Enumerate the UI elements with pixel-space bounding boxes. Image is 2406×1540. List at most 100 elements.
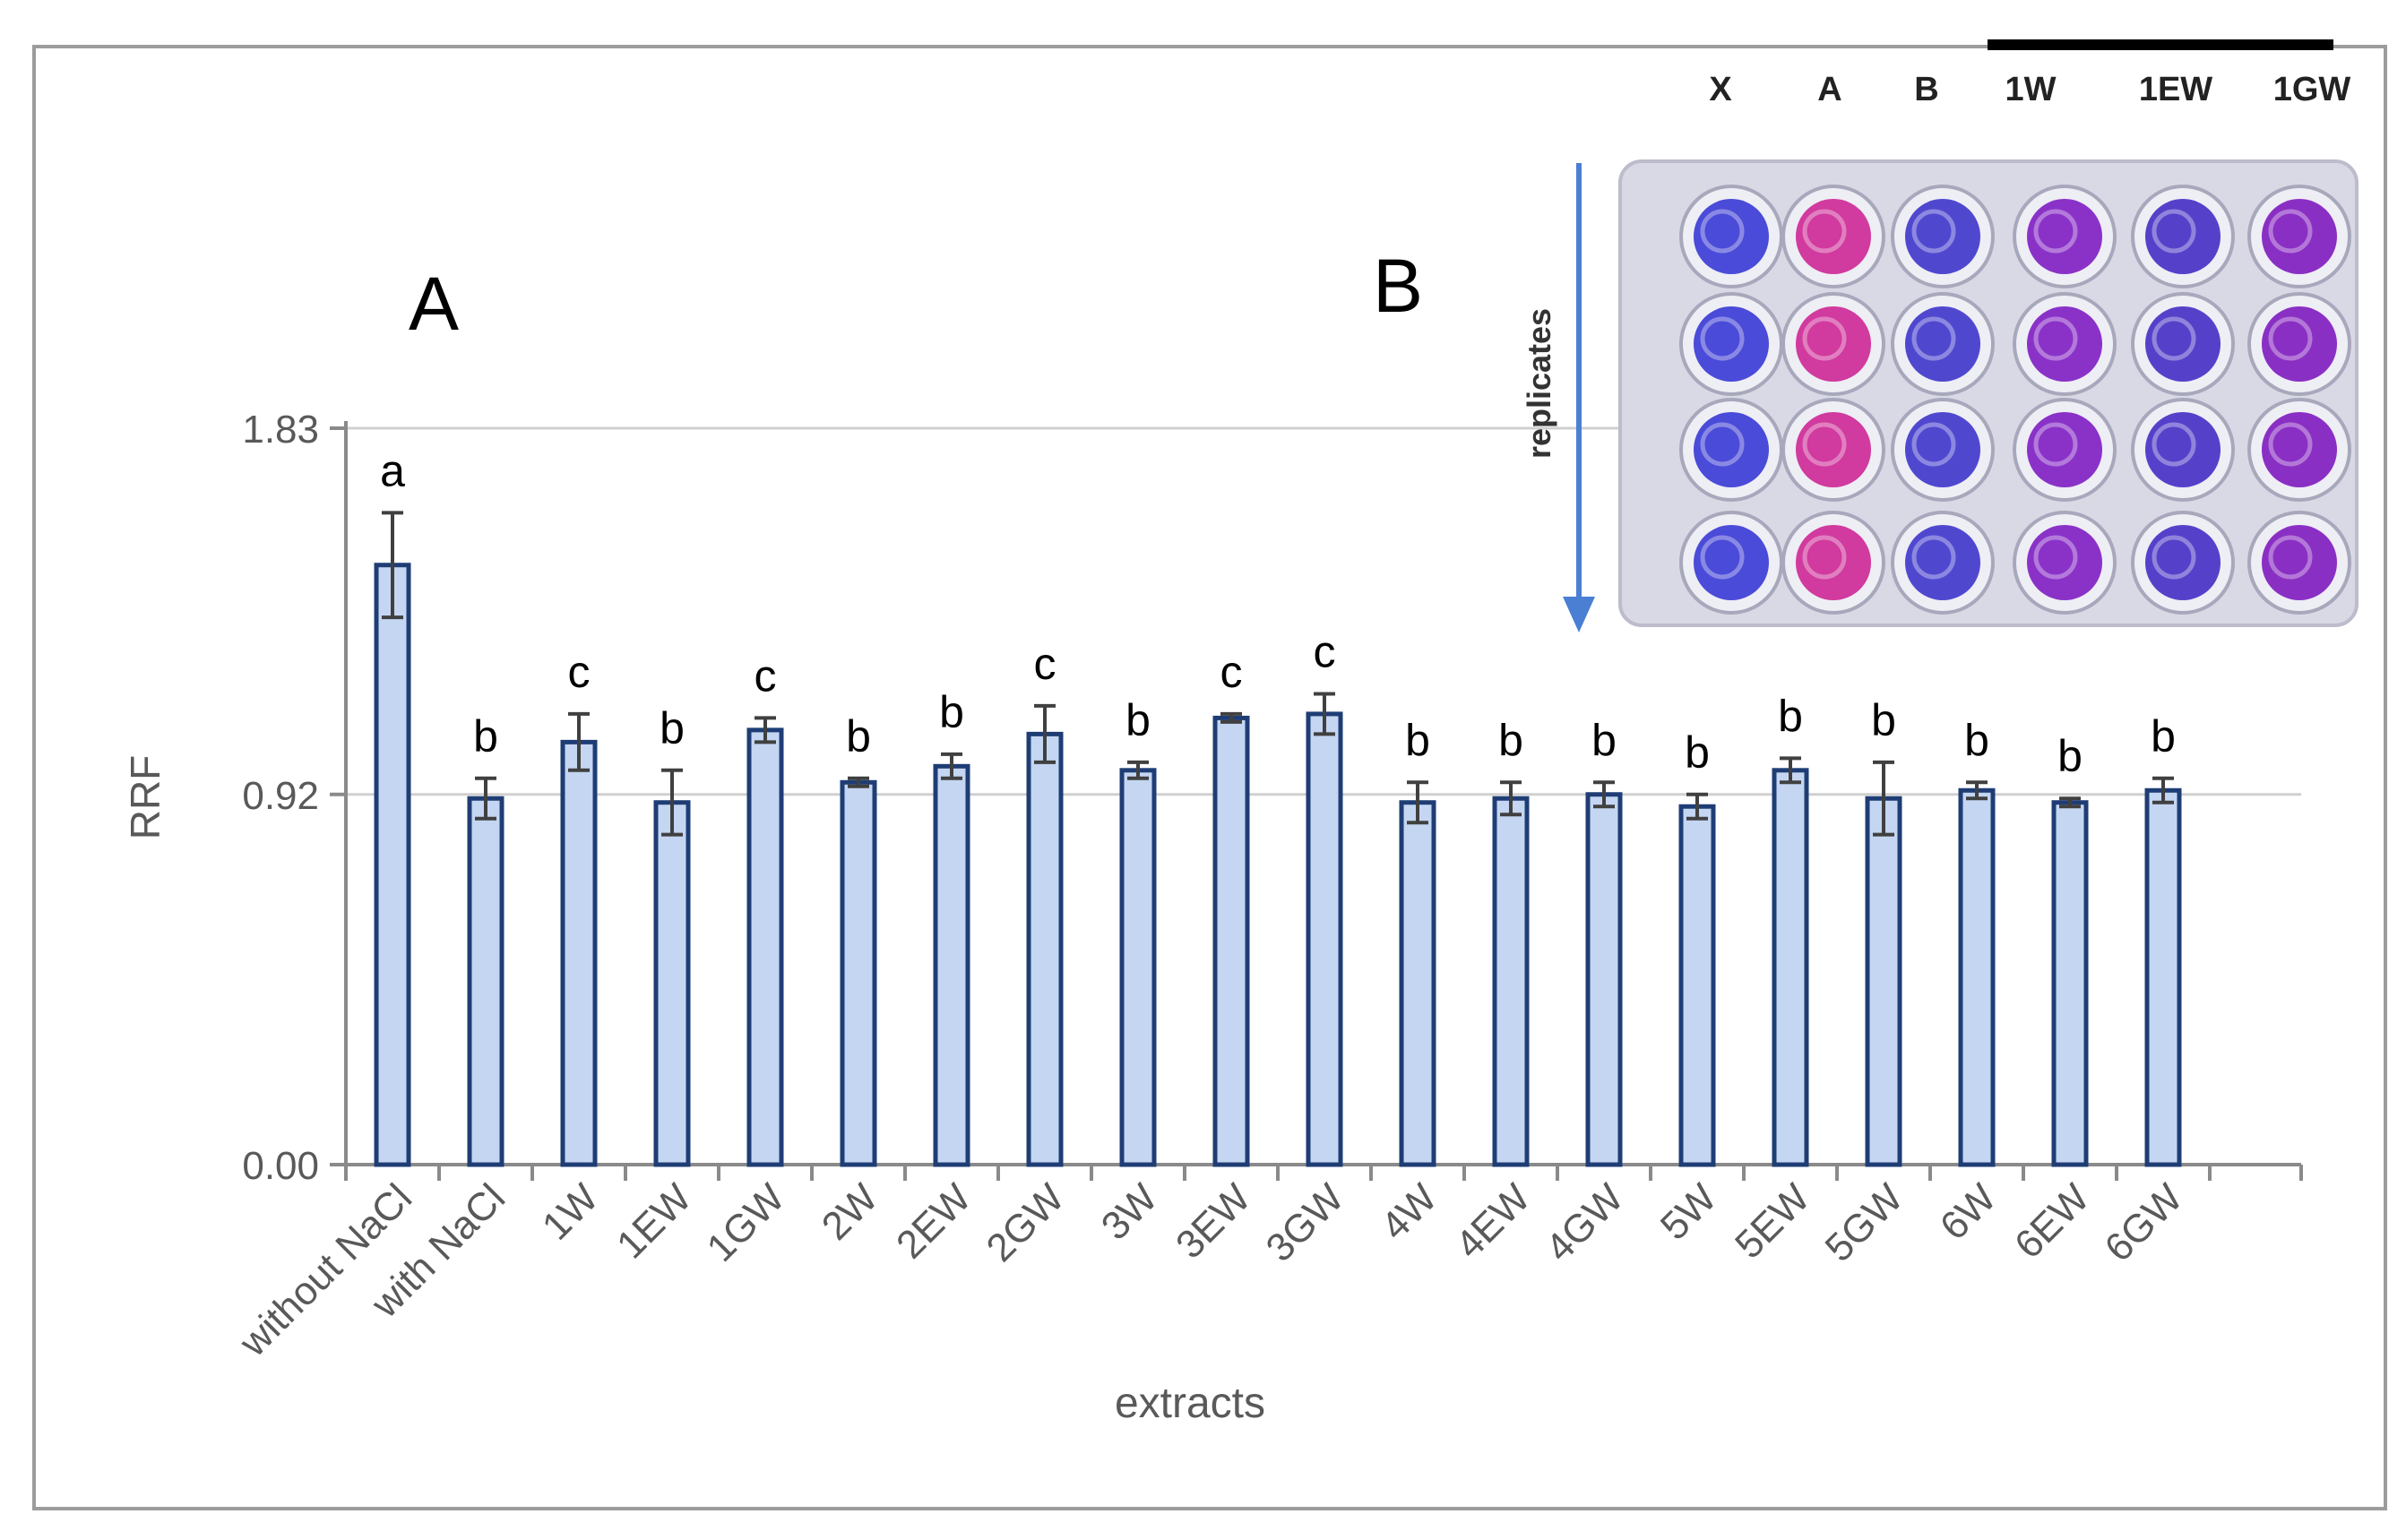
plate-well	[2027, 412, 2102, 487]
plate-well	[2145, 412, 2221, 487]
plate-well	[1796, 525, 1871, 600]
significance-letter: b	[939, 687, 964, 737]
plate-well-highlight	[1700, 422, 1745, 467]
bar	[560, 739, 598, 1167]
bar	[2144, 787, 2182, 1167]
bar	[1865, 796, 1902, 1167]
significance-letter: b	[846, 711, 871, 761]
plate-well-highlight	[1700, 209, 1745, 254]
plate-well	[1694, 306, 1769, 382]
plate-photo: X A B 1W 1EW 1GW replicates	[1521, 39, 2359, 632]
plate-well	[1694, 199, 1769, 274]
plate-well-highlight	[1911, 316, 1956, 361]
significance-letter: b	[1778, 691, 1803, 741]
plate-well	[2145, 306, 2221, 382]
bar	[840, 779, 877, 1167]
significance-letter: c	[1220, 647, 1243, 697]
plate-well	[2262, 306, 2337, 382]
plate-well-highlight	[1911, 422, 1956, 467]
significance-letter: b	[1685, 727, 1710, 778]
plate-well-highlight	[2268, 209, 2313, 254]
plate-column-labels: X A B 1W 1EW 1GW	[1709, 71, 2350, 108]
significance-letter: b	[1498, 715, 1523, 765]
significance-letter: b	[1871, 695, 1896, 745]
bar	[1026, 731, 1064, 1167]
replicates-arrow-head	[1563, 597, 1595, 632]
replicates-label: replicates	[1521, 308, 1557, 459]
plate-well	[2145, 199, 2221, 274]
y-axis-title: RRF	[122, 755, 168, 840]
bar	[1212, 715, 1250, 1167]
bar	[467, 796, 504, 1167]
plate-well	[1796, 412, 1871, 487]
bar	[1772, 768, 1809, 1167]
bar	[1678, 804, 1716, 1167]
bar	[933, 763, 970, 1167]
plate-well	[2027, 199, 2102, 274]
significance-letter: c	[755, 650, 777, 701]
plate-column-label: 1EW	[2139, 71, 2212, 108]
plate-well	[1796, 306, 1871, 382]
plate-well	[1694, 412, 1769, 487]
plate-well	[2262, 412, 2337, 487]
bar	[374, 563, 411, 1167]
plate-well-highlight	[2033, 535, 2078, 580]
significance-letter: c	[1034, 639, 1056, 689]
plate-well	[2262, 525, 2337, 600]
significance-letter: b	[1405, 715, 1430, 765]
plate-well-highlight	[1802, 535, 1847, 580]
plate-well-highlight	[1802, 316, 1847, 361]
plate-column-label: 1W	[2005, 71, 2057, 108]
y-tick-label: 0.92	[242, 774, 319, 818]
plate-well-highlight	[2268, 316, 2313, 361]
plate-well-highlight	[1700, 316, 1745, 361]
y-tick-label: 0.00	[242, 1144, 319, 1188]
plate-column-label: B	[1914, 71, 1938, 108]
panel-a-label: A	[409, 262, 459, 346]
plate-well	[2027, 306, 2102, 382]
significance-letter: b	[2057, 731, 2083, 781]
significance-letter: b	[473, 711, 498, 761]
plate-well-highlight	[2033, 209, 2078, 254]
significance-letter: b	[1591, 715, 1617, 765]
plate-well-highlight	[2268, 422, 2313, 467]
plate-well-highlight	[1802, 422, 1847, 467]
bar	[746, 727, 784, 1167]
bar	[1399, 800, 1436, 1167]
significance-letter: c	[568, 647, 591, 697]
plate-well-highlight	[2033, 422, 2078, 467]
bar	[1492, 796, 1530, 1167]
y-axis-ticks: 0.00 0.92 1.83	[242, 408, 346, 1188]
bar	[2051, 800, 2089, 1167]
bars	[374, 563, 2182, 1167]
bar	[1585, 792, 1623, 1167]
y-tick-label: 1.83	[242, 408, 319, 452]
plate-well	[1905, 306, 1980, 382]
significance-letter: b	[1125, 695, 1151, 745]
plate-well-highlight	[2033, 316, 2078, 361]
plate-wells	[1679, 185, 2351, 615]
plate-well	[2145, 525, 2221, 600]
plate-photo-bar	[1988, 39, 2333, 50]
plate-well	[2262, 199, 2337, 274]
significance-letter: a	[380, 445, 405, 495]
plate-well	[2027, 525, 2102, 600]
panel-b-label: B	[1373, 244, 1423, 328]
significance-letter: c	[1314, 626, 1336, 676]
significance-letters: a b c b c b b c b c c b b b b b b b b b	[380, 445, 2176, 781]
x-axis-ticks	[344, 1165, 2303, 1181]
plate-well	[1905, 412, 1980, 487]
error-bars	[382, 511, 2174, 837]
plate-well	[1905, 199, 1980, 274]
plate-well	[1694, 525, 1769, 600]
bar	[653, 800, 691, 1167]
plate-well-highlight	[2152, 422, 2196, 467]
significance-letter: b	[1964, 715, 1989, 765]
significance-letter: b	[2151, 711, 2176, 761]
significance-letter: b	[660, 703, 685, 753]
bar	[1306, 711, 1343, 1167]
plate-column-label: X	[1709, 71, 1732, 108]
plate-well	[1796, 199, 1871, 274]
plate-well-highlight	[2152, 316, 2196, 361]
